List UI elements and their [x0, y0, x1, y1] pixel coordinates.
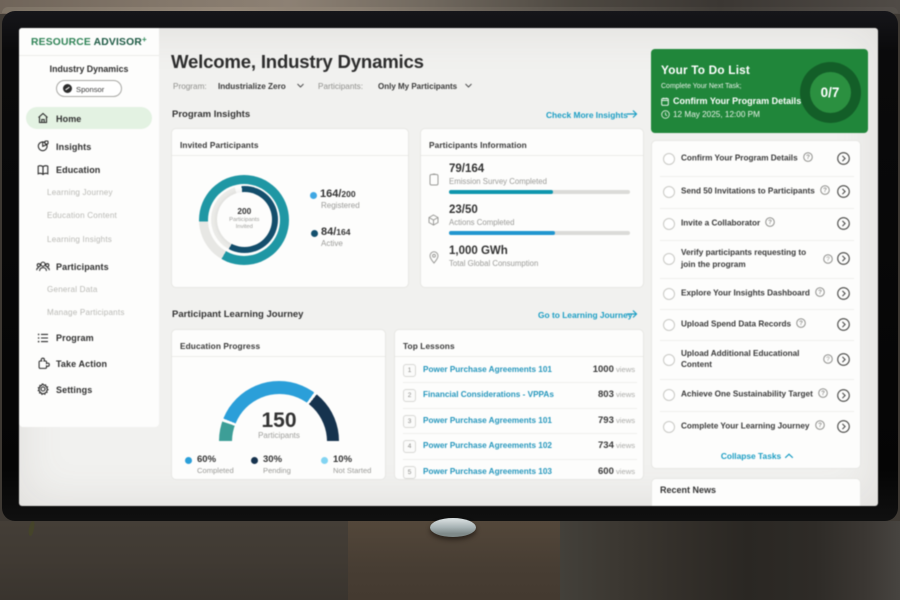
svg-text:?: ?	[799, 320, 803, 327]
svg-text:?: ?	[823, 187, 827, 194]
svg-text:?: ?	[826, 356, 830, 363]
svg-text:?: ?	[806, 154, 810, 161]
svg-text:?: ?	[821, 390, 825, 397]
svg-text:?: ?	[769, 219, 773, 226]
svg-text:?: ?	[818, 289, 822, 296]
svg-text:?: ?	[818, 422, 822, 429]
svg-text:?: ?	[826, 256, 830, 263]
